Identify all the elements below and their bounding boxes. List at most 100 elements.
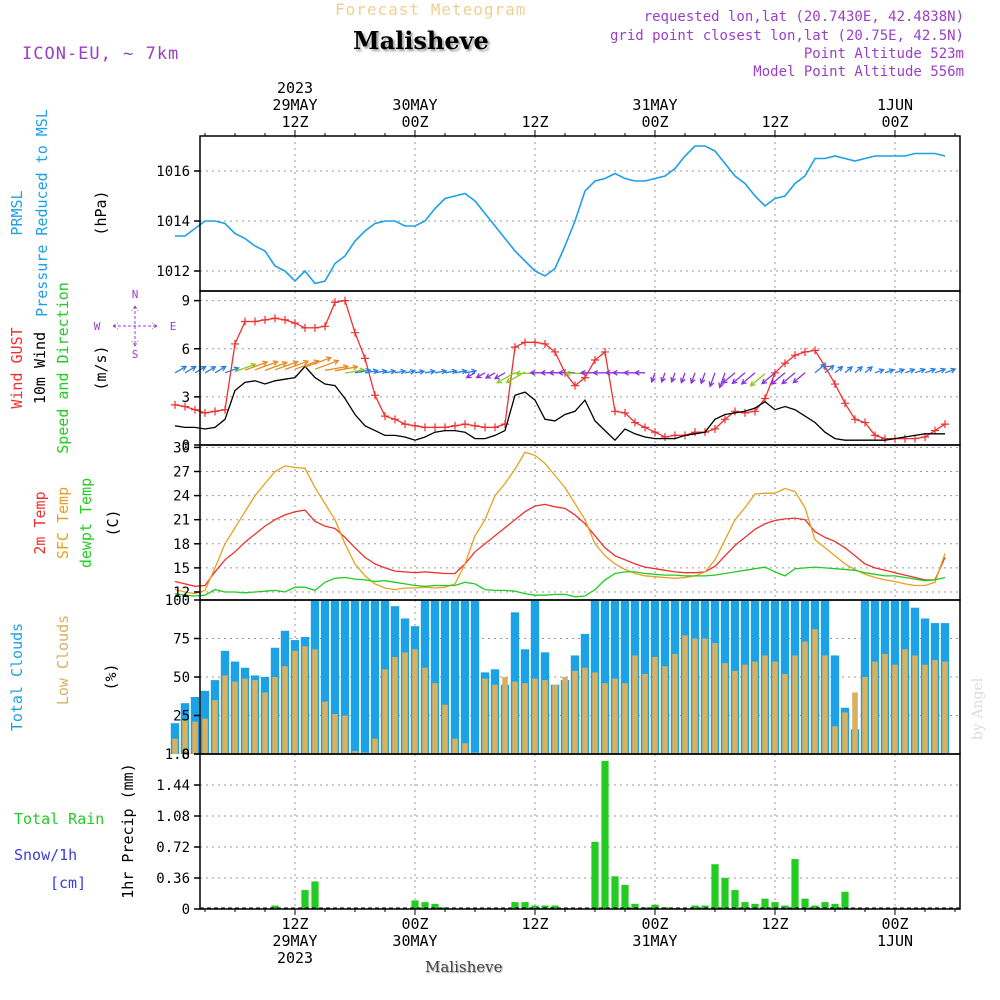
wind-gust-point [491, 423, 499, 432]
wind-gust-point [621, 408, 629, 417]
wind-gust-point [261, 315, 269, 324]
rain-bar [421, 902, 429, 909]
total-clouds-bar [440, 600, 450, 754]
model-name: ICON-EU, ~ 7km [22, 44, 180, 64]
low-clouds-bar [772, 661, 778, 754]
wind-gust-point [251, 317, 259, 326]
rain-bar [411, 900, 419, 909]
wind-direction-arrow [264, 361, 289, 372]
bottom-time-label: 00Z [881, 915, 908, 933]
wind-gust-point [281, 315, 289, 324]
wind-direction-arrow [434, 368, 448, 375]
grid-point-coords: grid point closest lon,lat (20.75E, 42.5… [609, 28, 964, 44]
bottom-time-label: 29MAY [272, 932, 317, 950]
dewpoint-line [174, 566, 946, 598]
wind-direction-arrow [214, 365, 227, 374]
low-clouds-bar [432, 683, 438, 754]
total-clouds-bar [610, 600, 620, 754]
wind-direction-arrow [414, 368, 426, 375]
wind-gust-point [461, 420, 469, 429]
rain-bar [811, 905, 819, 909]
wind-direction-arrow [274, 360, 299, 371]
rain-label: Total Rain [14, 810, 104, 828]
rain-bar [651, 904, 659, 909]
low-clouds-bar [282, 666, 288, 754]
wind-direction-arrow [454, 368, 468, 375]
wind-gust-point [641, 423, 649, 432]
wind-direction-arrow [770, 372, 786, 385]
wind-direction-arrow [721, 372, 736, 384]
wind-gust-point [741, 408, 749, 417]
wind-gust-point [601, 347, 609, 356]
low-clouds-bar [862, 677, 868, 754]
bottom-time-label: 1JUN [877, 932, 913, 950]
low-clouds-bar [212, 700, 218, 754]
wind-direction-arrow [834, 365, 844, 374]
wind-gust-point [301, 323, 309, 332]
wind-gust-point [881, 434, 889, 443]
chart-marks [170, 145, 960, 909]
rain-bar [761, 898, 769, 909]
low-clouds-bar [442, 704, 448, 754]
rain-bar [821, 902, 829, 909]
wind-direction-arrow [404, 368, 417, 375]
panel-frames [199, 135, 961, 910]
temp-sfc-line [174, 451, 946, 595]
wind-direction-arrow [749, 373, 766, 387]
total-clouds-bar [430, 600, 440, 754]
wind-gust-point [191, 405, 199, 414]
rain-bar [551, 905, 559, 909]
precip-axis-label: 1hr Precip (mm) [119, 763, 137, 898]
total-clouds-bar [340, 600, 350, 754]
meteogram-subtitle: Forecast Meteogram [335, 0, 527, 19]
low-clouds-bar [492, 684, 498, 754]
wind-gust-point [691, 428, 699, 437]
wind-gust-point [401, 420, 409, 429]
precip-ytick-label: 0.72 [156, 840, 190, 856]
low-clouds-bar [882, 653, 888, 754]
total-clouds-bar [470, 600, 480, 754]
wind-direction-arrow [304, 356, 333, 368]
rain-bar [701, 905, 709, 909]
low-clouds-bar [362, 752, 368, 754]
low-clouds-bar [222, 675, 228, 754]
rain-bar [311, 881, 319, 909]
top-time-label: 30MAY [392, 96, 437, 114]
low-clouds-bar [332, 713, 338, 754]
wind-gust-point [781, 359, 789, 368]
low-clouds-bar [812, 629, 818, 754]
wind-direction-arrow [444, 368, 458, 375]
top-time-label: 12Z [521, 113, 548, 131]
low-clouds-bar [172, 738, 178, 754]
low-clouds-bar [192, 721, 198, 754]
wind-gust-point [531, 338, 539, 347]
wind-gust-label: Wind GUST [8, 327, 26, 408]
wind-direction-arrow [792, 372, 806, 384]
wind-gust-point [501, 420, 509, 429]
wind-direction-arrow [884, 368, 895, 374]
rain-bar [301, 890, 309, 909]
total-clouds-bar [360, 600, 370, 754]
low-clouds-bar [852, 692, 858, 754]
wind-gust-point [731, 407, 739, 416]
wind-gust-point [841, 399, 849, 408]
low-clouds-bar [652, 656, 658, 754]
model-altitude: Model Point Altitude 556m [753, 64, 964, 80]
wind-direction-arrow [781, 372, 796, 385]
wind-gust-point [321, 322, 329, 331]
low-clouds-bar [942, 661, 948, 754]
bottom-time-label: 12Z [761, 915, 788, 933]
wind-gust-point [811, 346, 819, 355]
low-clouds-bar [342, 715, 348, 754]
precip-ytick-label: 1.44 [156, 778, 190, 794]
rain-bar [271, 905, 279, 909]
temp-ytick-label: 27 [173, 465, 190, 481]
low-clouds-bar [402, 652, 408, 754]
wind-direction-arrow [904, 367, 916, 374]
pressure-label-2: Pressure Reduced to MSL [33, 109, 51, 317]
total-clouds-bar [320, 600, 330, 754]
low-clouds-bar [612, 678, 618, 754]
wind-direction-arrow [699, 372, 706, 385]
wind-direction-arrow [475, 372, 486, 379]
wind-direction-arrow [424, 368, 437, 375]
